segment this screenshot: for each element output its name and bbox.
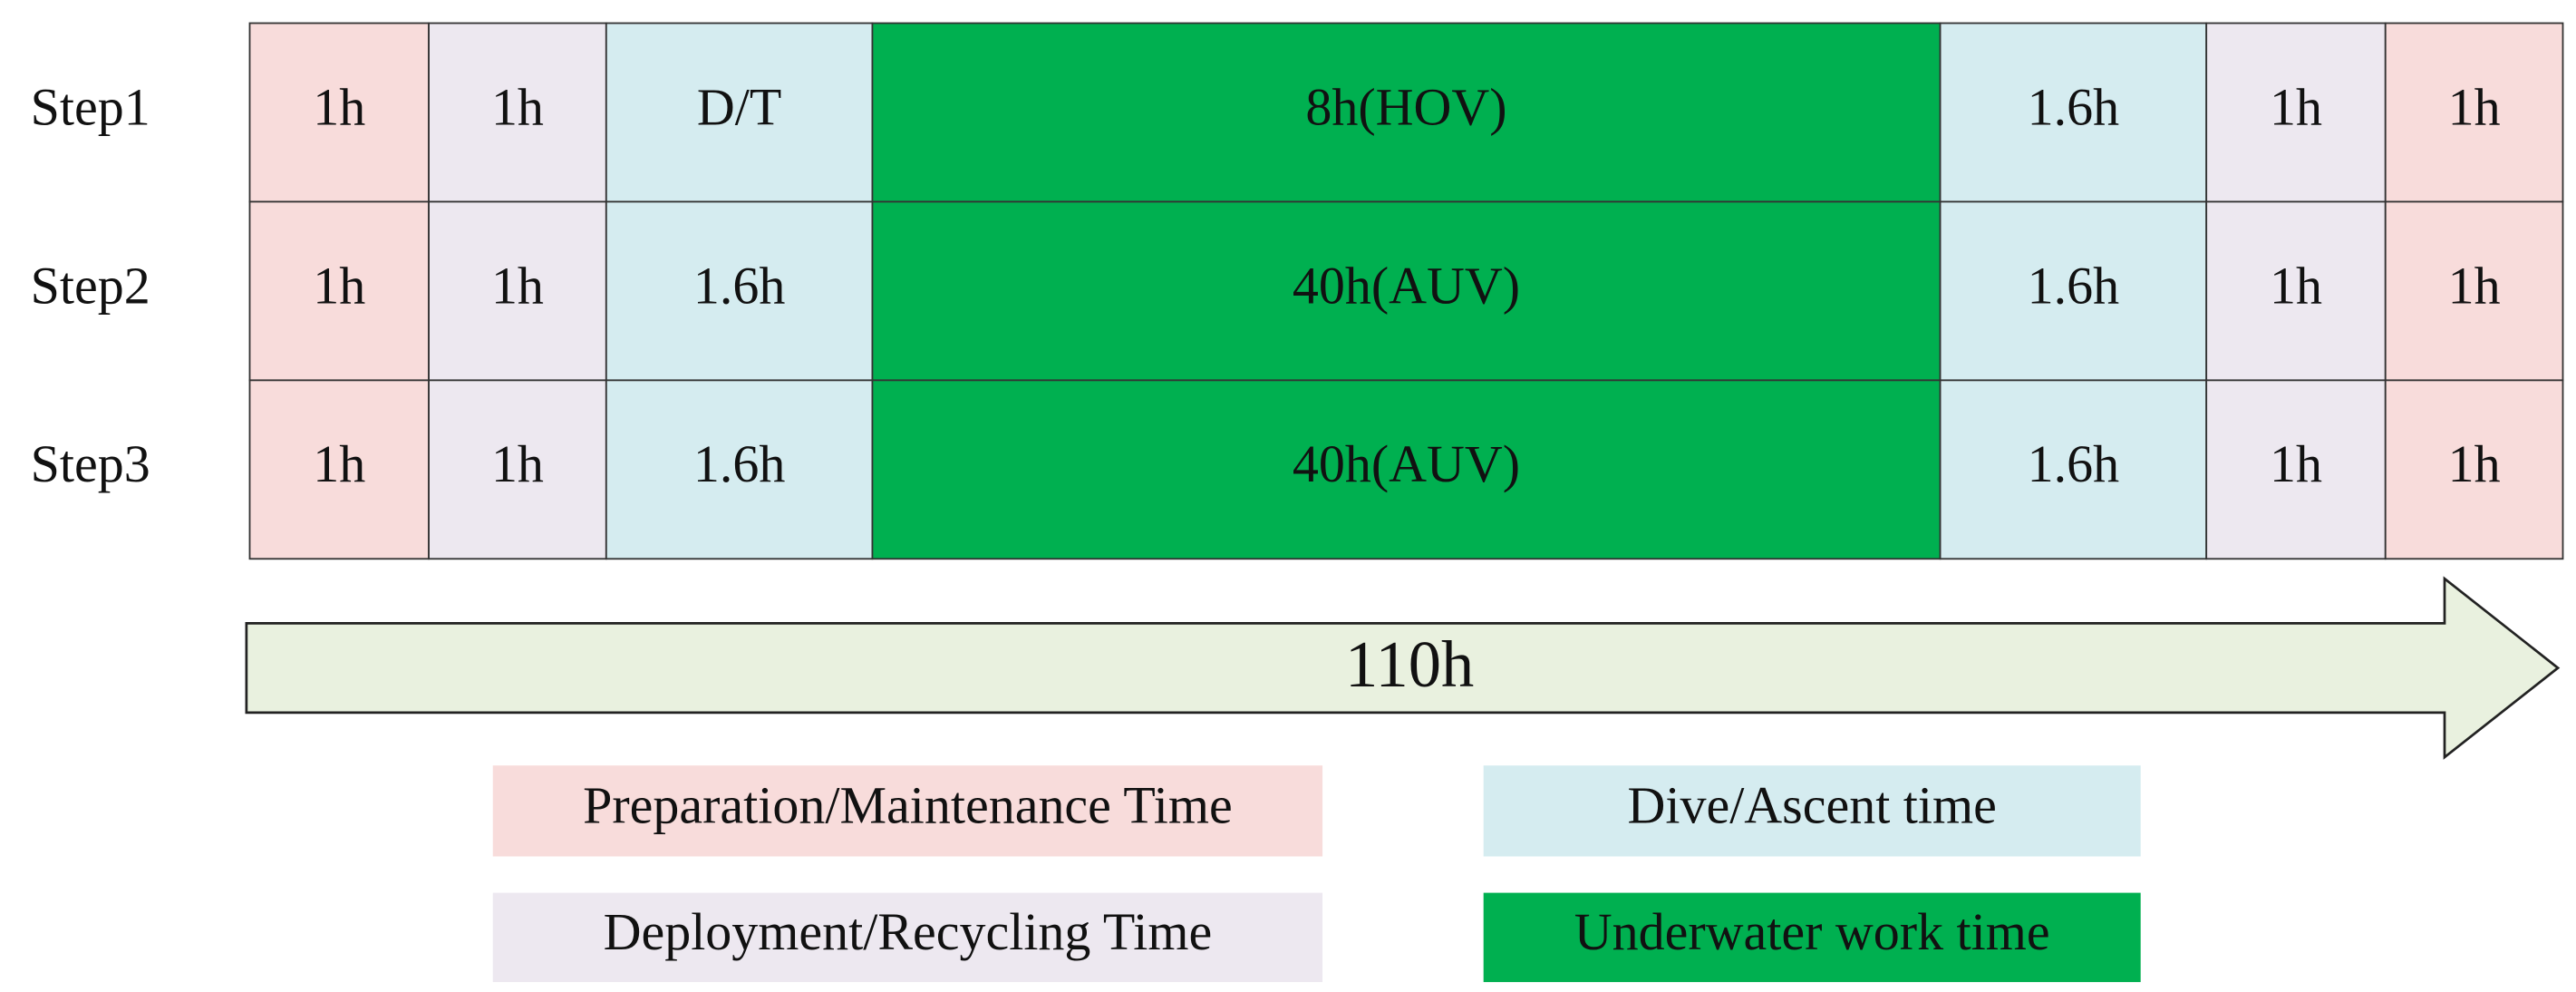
timeline-arrow: 110h (245, 576, 2561, 760)
legend-label: Dive/Ascent time (1627, 776, 1996, 835)
legend-label: Preparation/Maintenance Time (583, 776, 1233, 835)
cell-text: 1.6h (2028, 77, 2119, 136)
cell-text: 1h (2448, 77, 2501, 136)
cell (871, 200, 1942, 382)
cell-text: 40h(AUV) (1293, 434, 1520, 493)
cell-text: 1.6h (2028, 434, 2119, 493)
cell (871, 379, 1942, 560)
cell-text: 1h (313, 77, 365, 136)
cell (605, 379, 874, 560)
cell (248, 379, 430, 560)
cell (428, 200, 607, 382)
cell (2384, 379, 2564, 560)
legend-box (492, 765, 1323, 857)
cell-text: 1.6h (2028, 256, 2119, 315)
cell (2384, 200, 2564, 382)
cell (871, 22, 1942, 203)
legend-box (492, 892, 1323, 983)
cell-text: D/T (697, 77, 781, 136)
cell-text: 1h (313, 434, 365, 493)
cell-text: 1h (491, 434, 544, 493)
cell-text: 8h(HOV) (1305, 77, 1506, 136)
cell (605, 22, 874, 203)
row-label: Step1 (31, 77, 150, 136)
row-label: Step2 (31, 256, 150, 315)
cell (1939, 379, 2208, 560)
cell (1939, 200, 2208, 382)
cell-text: 1.6h (693, 256, 785, 315)
cell (1939, 22, 2208, 203)
legend-box (1483, 892, 2141, 983)
legend-box (1483, 765, 2141, 857)
cell (2205, 200, 2387, 382)
cell-text: 1h (491, 77, 544, 136)
cell-text: 1h (2270, 434, 2322, 493)
cell (248, 22, 430, 203)
legend-label: Underwater work time (1574, 902, 2050, 961)
cell-text: 1h (2270, 77, 2322, 136)
cell (605, 200, 874, 382)
cell-text: 1h (491, 256, 544, 315)
legend-label: Deployment/Recycling Time (604, 902, 1213, 961)
cell (2205, 379, 2387, 560)
cell-text: 1h (2448, 434, 2501, 493)
cell-text: 1h (2448, 256, 2501, 315)
cell (428, 379, 607, 560)
cell-text: 1h (2270, 256, 2322, 315)
arrow-shape (245, 576, 2561, 760)
cell-text: 1.6h (693, 434, 785, 493)
cell (2205, 22, 2387, 203)
row-label: Step3 (31, 434, 150, 493)
cell (2384, 22, 2564, 203)
cell-text: 1h (313, 256, 365, 315)
arrow-label: 110h (1345, 627, 1474, 701)
cell-text: 40h(AUV) (1293, 256, 1520, 315)
